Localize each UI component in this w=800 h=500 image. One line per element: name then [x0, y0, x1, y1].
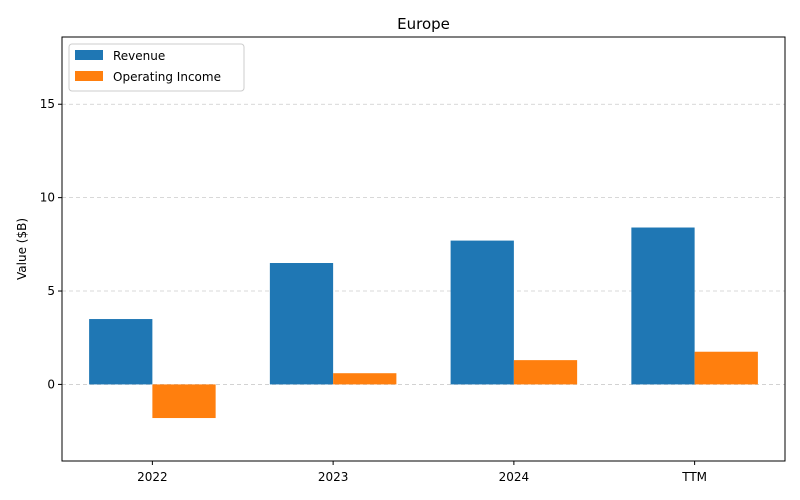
- legend-swatch: [75, 50, 103, 60]
- y-tick-label: 5: [47, 284, 55, 298]
- bar-operating-income-2024: [513, 360, 578, 385]
- bar-revenue-ttm: [631, 227, 695, 385]
- bar-operating-income-2023: [333, 373, 397, 385]
- y-tick-label: 0: [47, 377, 55, 391]
- x-tick-label: 2023: [318, 470, 349, 484]
- bar-operating-income-2022: [152, 384, 216, 419]
- y-tick-label: 10: [40, 191, 55, 205]
- y-tick-label: 15: [40, 97, 55, 111]
- x-axis: 2022 2023 2024 TTM: [137, 461, 707, 484]
- y-axis-title: Value ($B): [15, 218, 29, 280]
- legend-label: Operating Income: [113, 70, 221, 84]
- bar-revenue-2023: [269, 263, 334, 385]
- legend: Revenue Operating Income: [68, 43, 245, 92]
- bar-operating-income-ttm: [694, 351, 758, 385]
- legend-swatch: [75, 71, 103, 81]
- y-axis: 0 5 10 15: [40, 97, 62, 391]
- legend-label: Revenue: [113, 49, 165, 63]
- plot-frame: [61, 36, 786, 462]
- legend-box: [68, 43, 245, 92]
- x-tick-label: 2024: [499, 470, 530, 484]
- bar-revenue-2022: [89, 319, 153, 385]
- x-tick-label: 2022: [137, 470, 168, 484]
- bar-revenue-2024: [450, 240, 514, 385]
- chart-title: Europe: [397, 15, 450, 33]
- x-tick-label: TTM: [681, 470, 707, 484]
- bars-group: [89, 227, 758, 419]
